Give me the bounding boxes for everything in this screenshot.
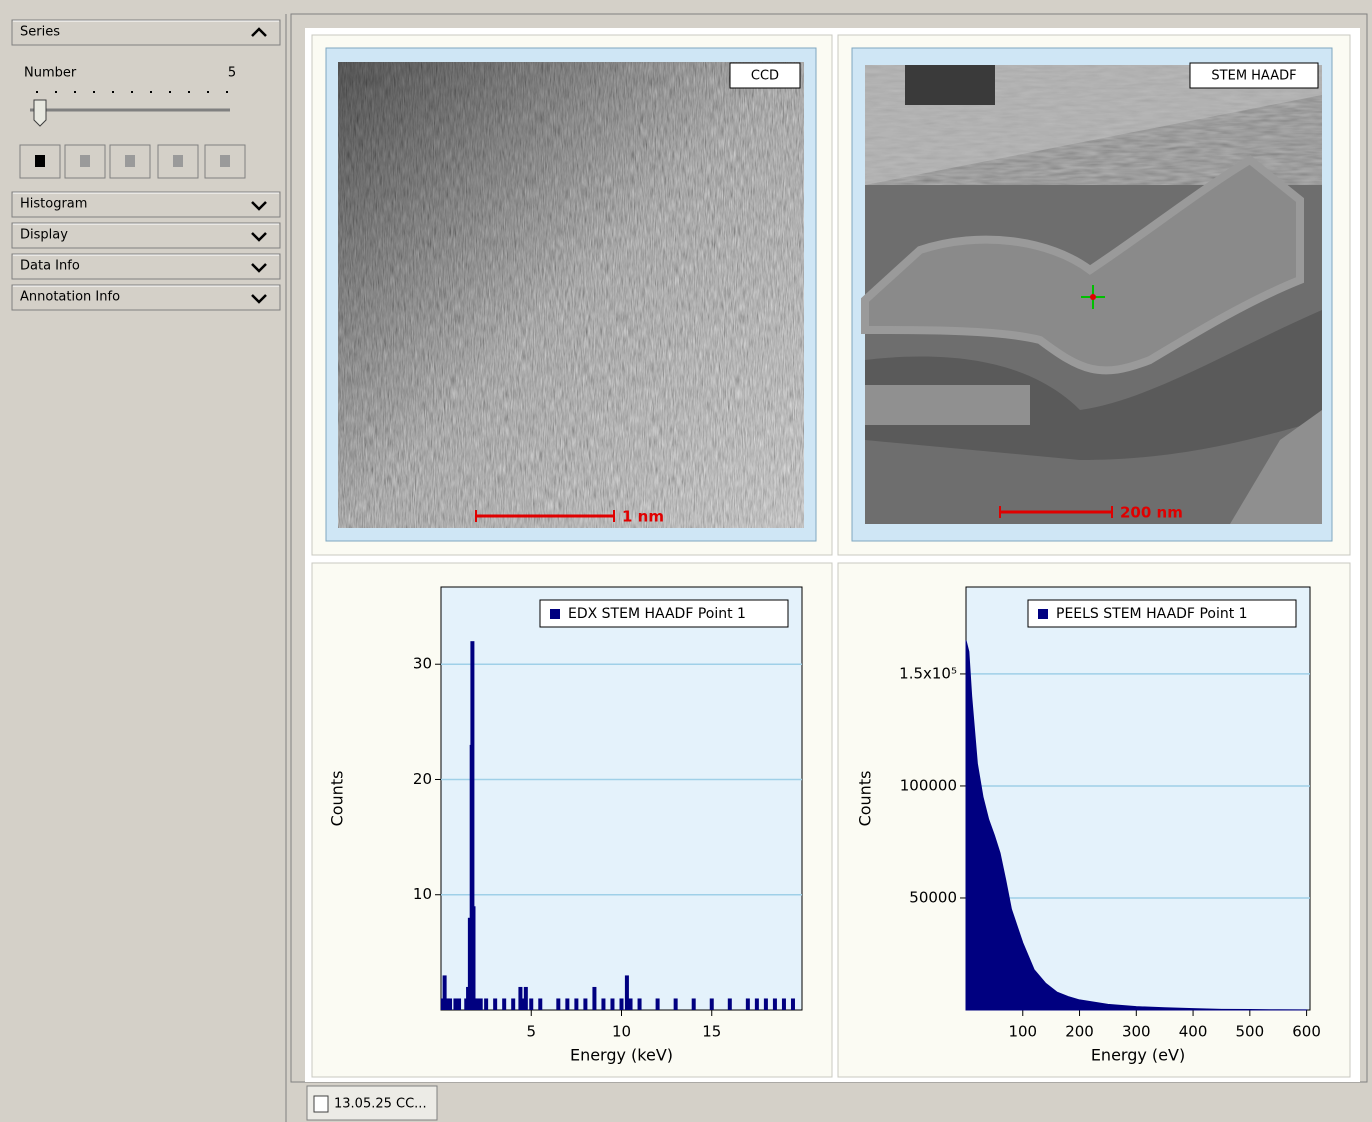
tab-icon (314, 1096, 328, 1112)
spectrum-bar (520, 998, 524, 1010)
spectrum-bar (565, 998, 569, 1010)
legend-label: EDX STEM HAADF Point 1 (568, 606, 746, 622)
spectrum-bar (457, 998, 461, 1010)
slider-tick (150, 91, 152, 93)
button-icon[interactable] (125, 155, 135, 167)
button-icon[interactable] (220, 155, 230, 167)
y-tick-label: 1.5x10⁵ (899, 664, 957, 682)
section-title[interactable]: Histogram (20, 197, 87, 212)
x-tick-label: 500 (1236, 1023, 1265, 1041)
slider-tick (226, 91, 228, 93)
x-tick-label: 15 (702, 1023, 721, 1041)
y-tick-label: 10 (413, 885, 432, 903)
scale-bar-label: 200 nm (1120, 504, 1183, 522)
y-tick-label: 20 (413, 770, 432, 788)
spectrum-bar (610, 998, 614, 1010)
spectrum-bar (511, 998, 515, 1010)
spectrum-bar (692, 998, 696, 1010)
spectrum-bar (574, 998, 578, 1010)
spectrum-bar (583, 998, 587, 1010)
slider-tick (74, 91, 76, 93)
spectrum-bar (529, 998, 533, 1010)
section-title[interactable]: Display (20, 228, 68, 243)
spectrum-bar (710, 998, 714, 1010)
x-tick-label: 10 (612, 1023, 631, 1041)
slider-tick (36, 91, 38, 93)
spectrum-bar (556, 998, 560, 1010)
spectrum-bar (592, 987, 596, 1010)
spectrum-bar (620, 998, 624, 1010)
spectrum-bar (538, 998, 542, 1010)
spectrum-bar (625, 975, 629, 1010)
crosshair-center[interactable] (1090, 294, 1096, 300)
scale-bar-label: 1 nm (622, 508, 664, 526)
slider-thumb[interactable] (34, 100, 46, 126)
legend-swatch (1038, 609, 1048, 619)
spectrum-bar (782, 998, 786, 1010)
x-axis-label: Energy (eV) (1091, 1046, 1185, 1065)
stem-region (905, 65, 995, 105)
spectrum-bar (471, 906, 475, 1010)
stem-region (865, 385, 1030, 425)
page: CCD 1 nm STEM HAADF 200 nm 13.05.25 CC..… (0, 0, 1372, 1122)
number-value: 5 (228, 66, 236, 81)
slider-tick (93, 91, 95, 93)
slider-tick (131, 91, 133, 93)
legend-swatch (550, 609, 560, 619)
x-tick-label: 200 (1065, 1023, 1094, 1041)
spectrum-bar (479, 998, 483, 1010)
spectrum-bar (629, 998, 633, 1010)
x-tick-label: 600 (1292, 1023, 1321, 1041)
plot-area (441, 587, 802, 1010)
section-title[interactable]: Annotation Info (20, 290, 120, 305)
spectrum-bar (524, 987, 528, 1010)
x-axis-label: Energy (keV) (570, 1046, 673, 1065)
button-icon[interactable] (80, 155, 90, 167)
x-tick-label: 100 (1008, 1023, 1037, 1041)
spectrum-bar (746, 998, 750, 1010)
spectrum-bar (493, 998, 497, 1010)
screen: CCD 1 nm STEM HAADF 200 nm 13.05.25 CC..… (0, 0, 1372, 1122)
ccd-shading (338, 62, 804, 528)
y-tick-label: 100000 (900, 776, 957, 794)
slider-tick (188, 91, 190, 93)
spectrum-bar (453, 998, 457, 1010)
number-label: Number (24, 66, 77, 81)
y-tick-label: 30 (413, 655, 432, 673)
slider-tick (55, 91, 57, 93)
x-tick-label: 5 (526, 1023, 536, 1041)
spectrum-bar (502, 998, 506, 1010)
spectrum-bar (448, 998, 452, 1010)
button-icon[interactable] (35, 155, 45, 167)
spectrum-bar (755, 998, 759, 1010)
x-tick-label: 400 (1179, 1023, 1208, 1041)
spectrum-bar (791, 998, 795, 1010)
spectrum-bar (773, 998, 777, 1010)
tab-label[interactable]: 13.05.25 CC... (334, 1097, 427, 1112)
spectrum-bar (656, 998, 660, 1010)
y-axis-label: Counts (328, 771, 347, 827)
y-axis-label: Counts (856, 771, 875, 827)
spectrum-bar (728, 998, 732, 1010)
image-label: STEM HAADF (1211, 69, 1296, 84)
spectrum-bar (475, 998, 479, 1010)
button-icon[interactable] (173, 155, 183, 167)
x-tick-label: 300 (1122, 1023, 1151, 1041)
spectrum-bar (601, 998, 605, 1010)
slider-tick (207, 91, 209, 93)
spectrum-bar (638, 998, 642, 1010)
spectrum-bar (674, 998, 678, 1010)
section-title[interactable]: Data Info (20, 259, 80, 274)
slider-tick (112, 91, 114, 93)
y-tick-label: 50000 (909, 888, 957, 906)
spectrum-bar (764, 998, 768, 1010)
spectrum-bar (484, 998, 488, 1010)
legend-label: PEELS STEM HAADF Point 1 (1056, 606, 1248, 622)
side-panel (8, 14, 284, 1122)
section-title[interactable]: Series (20, 25, 60, 40)
image-label: CCD (751, 69, 779, 84)
slider-tick (169, 91, 171, 93)
